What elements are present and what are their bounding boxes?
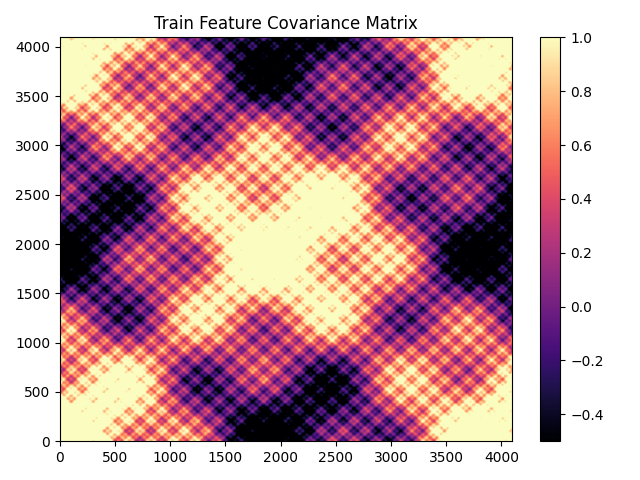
Title: Train Feature Covariance Matrix: Train Feature Covariance Matrix (154, 15, 418, 33)
